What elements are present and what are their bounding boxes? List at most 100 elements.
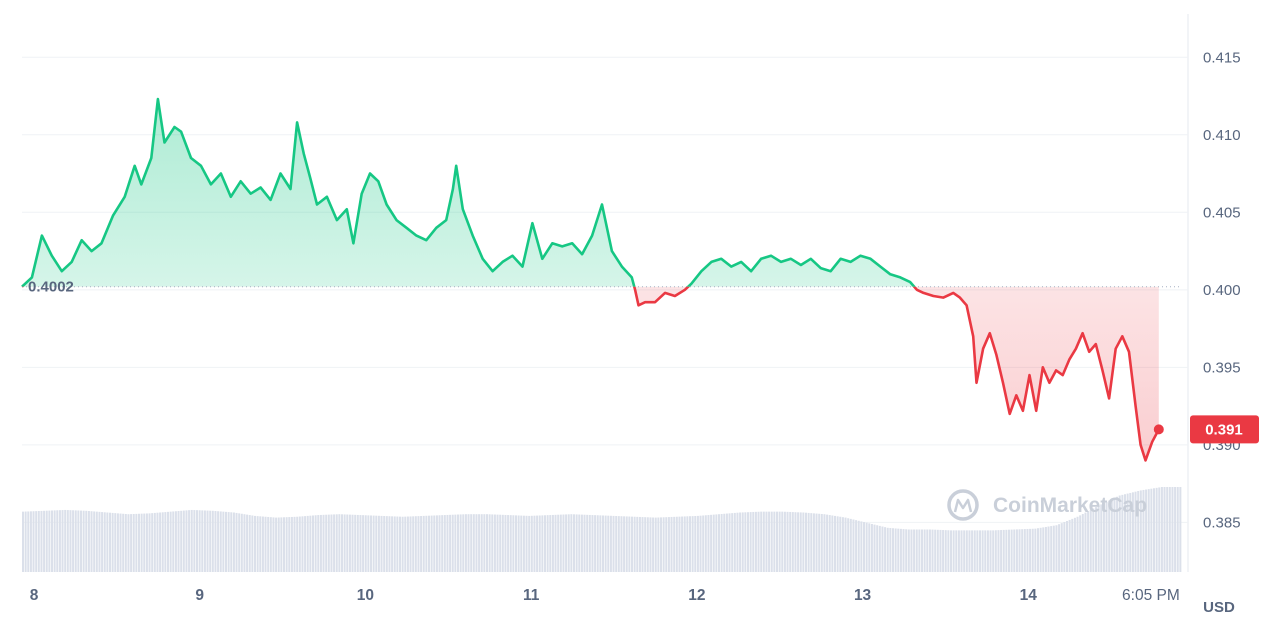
volume-bar [773, 511, 776, 572]
volume-bar [198, 510, 201, 572]
volume-bar [217, 511, 220, 572]
volume-bar [375, 515, 378, 572]
volume-bar [56, 510, 59, 572]
current-price-dot [1153, 424, 1164, 435]
volume-bar [557, 514, 560, 572]
volume-bar [562, 514, 565, 572]
volume-bar [414, 516, 417, 572]
currency-label: USD [1203, 599, 1235, 616]
volume-bar [256, 516, 259, 572]
volume-bar [786, 511, 789, 572]
volume-bar [1039, 527, 1042, 572]
volume-bar [243, 514, 246, 572]
volume-bar [388, 516, 391, 572]
volume-bar [897, 528, 900, 572]
volume-bar [159, 512, 162, 572]
volume-bar [815, 513, 818, 572]
volume-bar [638, 516, 641, 572]
volume-bar [167, 511, 169, 572]
volume-bar [1147, 489, 1150, 572]
volume-bar [351, 514, 354, 572]
volume-bar [272, 517, 275, 572]
volume-bar [905, 529, 908, 572]
volume-bar [1134, 491, 1137, 572]
volume-bar [609, 515, 612, 572]
volume-bar [188, 510, 191, 572]
volume-bar [343, 514, 346, 572]
volume-bar [778, 511, 781, 572]
volume-bar [1142, 489, 1145, 572]
volume-bar [533, 515, 536, 572]
volume-bar [1092, 508, 1095, 572]
volume-bar [177, 511, 180, 572]
volume-bar [267, 516, 270, 572]
volume-bar [1118, 495, 1121, 572]
volume-bar [172, 511, 175, 572]
volume-bar [725, 513, 728, 572]
volume-bar [580, 514, 583, 572]
volume-bar [591, 515, 594, 572]
volume-bar [636, 516, 639, 572]
volume-bar [810, 513, 813, 572]
volume-bar [1160, 487, 1163, 572]
volume-bar [156, 512, 159, 572]
volume-bar [372, 515, 375, 572]
volume-bar [652, 517, 655, 572]
y-tick-label: 0.385 [1203, 514, 1241, 531]
volume-bar [902, 529, 905, 572]
volume-bar [536, 515, 539, 572]
volume-bar [1174, 487, 1177, 572]
volume-bar [907, 529, 910, 572]
volume-bar [855, 520, 858, 572]
volume-bar [193, 510, 196, 572]
volume-bar [309, 515, 312, 572]
volume-bar [1060, 523, 1063, 572]
volume-bar [391, 516, 394, 572]
volume-bar [261, 516, 264, 572]
volume-bar [965, 530, 968, 572]
volume-bar [69, 510, 72, 572]
volume-bar [488, 514, 491, 572]
volume-bar [66, 510, 69, 572]
volume-bar [944, 530, 947, 572]
volume-bar [720, 513, 723, 572]
volume-bar [1102, 503, 1105, 572]
volume-bar [942, 530, 945, 572]
volume-bar [135, 513, 138, 572]
volume-bar [422, 515, 425, 572]
volume-bar [1158, 487, 1161, 572]
volume-bar [475, 514, 478, 572]
volume-bar [625, 516, 628, 572]
volume-bar [971, 530, 974, 572]
volume-bar [301, 516, 304, 572]
volume-bar [443, 515, 446, 572]
volume-bar [478, 514, 481, 572]
y-tick-label: 0.415 [1203, 49, 1241, 66]
volume-bar [496, 514, 499, 572]
volume-bar [791, 512, 794, 572]
volume-bar [834, 515, 836, 572]
volume-bar [1071, 518, 1074, 572]
volume-bar [602, 515, 604, 572]
volume-bar [409, 516, 412, 572]
volume-bar [412, 516, 415, 572]
volume-bar [1129, 492, 1132, 572]
volume-bar [499, 514, 502, 572]
volume-bar [928, 529, 931, 572]
volume-bar [259, 516, 262, 572]
volume-bar [164, 512, 167, 572]
volume-bar [950, 530, 952, 572]
volume-bar [430, 515, 433, 572]
volume-bar [383, 516, 386, 572]
volume-bar [359, 515, 362, 572]
volume-bar [1087, 511, 1090, 572]
volume-bar [219, 511, 222, 572]
volume-bar [132, 513, 135, 572]
volume-bar [607, 515, 610, 572]
volume-bar [312, 515, 314, 572]
area-below-baseline [634, 286, 1159, 461]
volume-bar [22, 511, 24, 572]
volume-bar [770, 511, 773, 572]
volume-bar [209, 510, 212, 572]
volume-bar [454, 514, 457, 572]
